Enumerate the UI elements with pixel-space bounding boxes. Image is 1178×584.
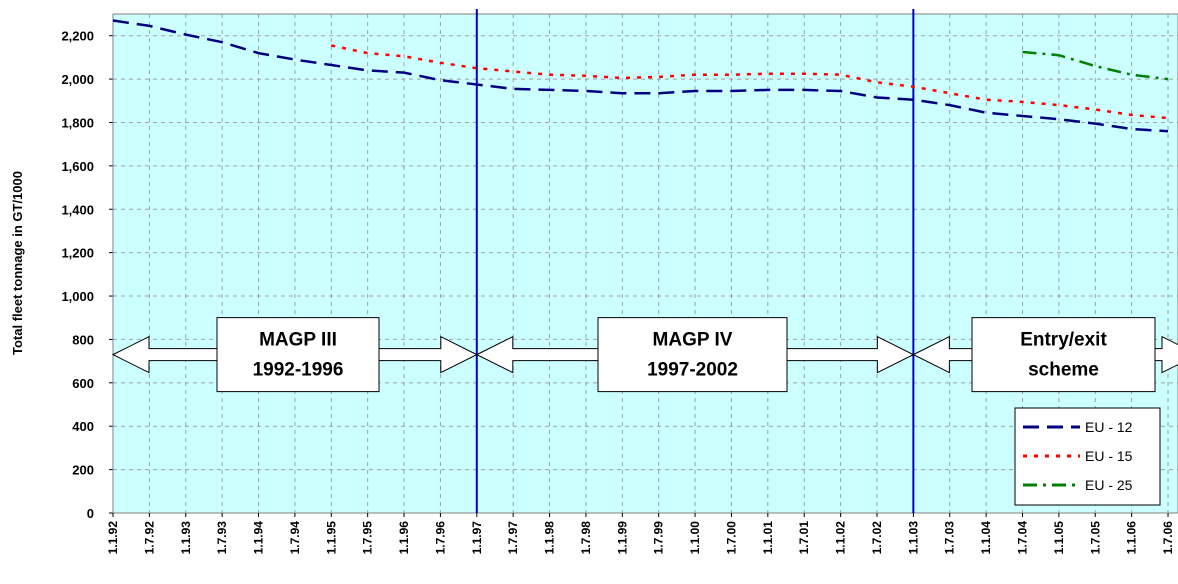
annotation-box [597,317,788,393]
x-tick-label: 1.7.96 [433,521,447,555]
y-tick-label: 2,200 [61,29,94,44]
x-tick-label: 1.1.06 [1125,521,1139,555]
x-tick-label: 1.1.00 [688,521,702,555]
annotation-box [216,317,380,393]
x-tick-label: 1.1.05 [1052,521,1066,555]
legend-box [1014,407,1161,506]
x-tick-label: 1.1.92 [106,521,120,555]
x-tick-label: 1.7.01 [797,521,811,555]
x-tick-label: 1.1.99 [615,521,629,555]
x-tick-label: 1.7.94 [288,521,302,555]
x-tick-label: 1.7.98 [579,521,593,555]
x-tick-label: 1.1.98 [543,521,557,555]
x-tick-label: 1.7.93 [215,521,229,555]
y-tick-label: 200 [72,463,94,478]
annotation-text: scheme [1028,360,1099,381]
y-tick-label: 1,400 [61,202,94,217]
legend-label: EU - 15 [1085,448,1133,464]
x-tick-label: 1.1.97 [470,521,484,555]
x-tick-label: 1.1.95 [324,521,338,555]
plot-area [112,13,1178,514]
x-tick-label: 1.7.97 [506,521,520,555]
annotation-text: MAGP IV [653,330,733,351]
y-tick-label: 800 [72,332,94,347]
x-tick-label: 1.7.92 [142,521,156,555]
x-tick-label: 1.1.02 [834,521,848,555]
x-tick-label: 1.1.94 [252,521,266,555]
x-tick-label: 1.7.95 [361,521,375,555]
y-tick-label: 1,800 [61,115,94,130]
y-tick-label: 600 [72,376,94,391]
y-axis-title: Total fleet tonnage in GT/1000 [10,171,25,355]
series-line [1022,50,1169,81]
x-tick-label: 1.7.03 [943,521,957,555]
x-tick-label: 1.7.99 [652,521,666,555]
legend-label: EU - 12 [1085,419,1133,435]
annotation-text: Entry/exit [1020,330,1107,351]
x-tick-label: 1.1.04 [979,521,993,555]
x-tick-label: 1.1.03 [906,521,920,555]
x-tick-label: 1.7.05 [1088,521,1102,555]
x-tick-label: 1.7.02 [870,521,884,555]
x-tick-label: 1.7.04 [1016,521,1030,555]
annotation-box [971,317,1156,393]
x-tick-label: 1.7.00 [724,521,738,555]
y-tick-label: 400 [72,419,94,434]
series-line [112,19,1169,133]
y-tick-label: 0 [87,506,94,521]
y-tick-label: 2,000 [61,72,94,87]
x-tick-label: 1.1.93 [179,521,193,555]
series-line [331,44,1169,120]
y-tick-label: 1,600 [61,159,94,174]
annotation-text: MAGP III [259,330,337,351]
annotation-text: 1992-1996 [253,360,344,381]
y-tick-label: 1,200 [61,246,94,261]
legend-label: EU - 25 [1085,477,1133,493]
x-tick-label: 1.1.01 [761,521,775,555]
annotation-text: 1997-2002 [647,360,738,381]
y-tick-label: 1,000 [61,289,94,304]
x-tick-label: 1.7.06 [1161,521,1175,555]
x-tick-label: 1.1.96 [397,521,411,555]
